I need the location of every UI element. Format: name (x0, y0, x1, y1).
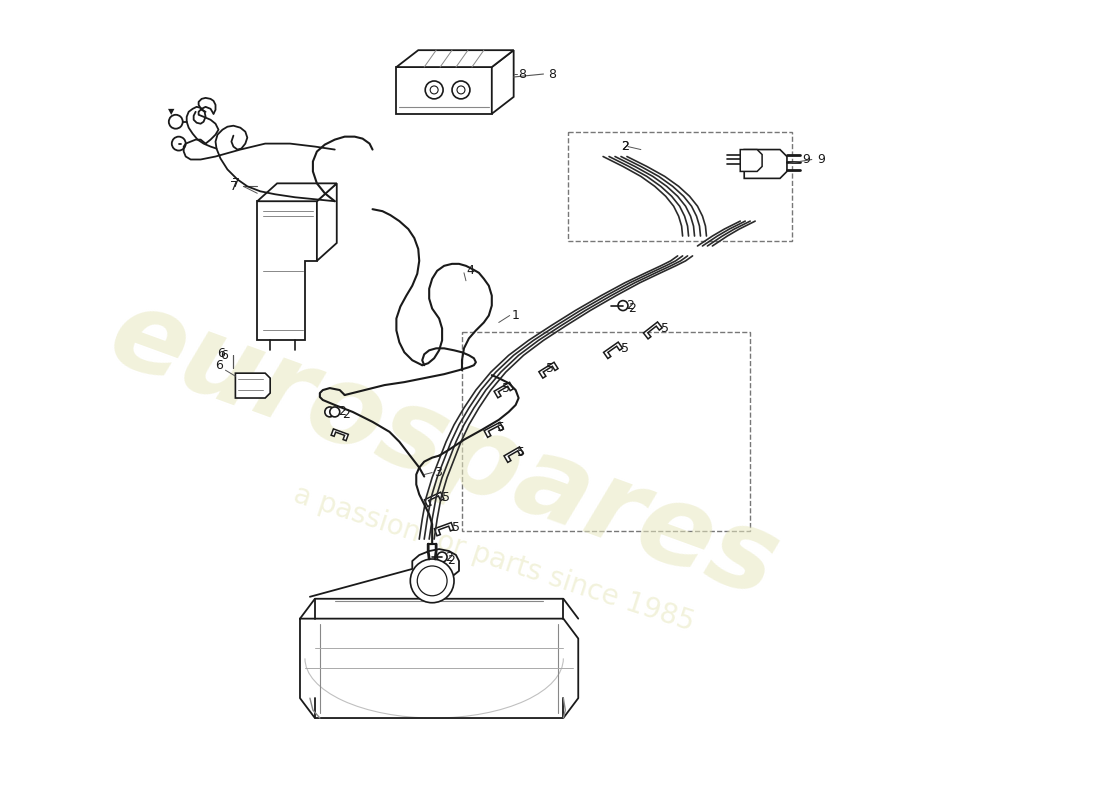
Bar (462, 333, 750, 531)
Circle shape (618, 301, 628, 310)
Polygon shape (745, 150, 786, 178)
Text: 6: 6 (221, 349, 229, 362)
Polygon shape (604, 342, 623, 358)
Circle shape (410, 559, 454, 602)
Circle shape (324, 407, 334, 417)
Text: 2: 2 (626, 299, 634, 312)
Text: ▼: ▼ (168, 107, 174, 116)
Polygon shape (425, 492, 443, 506)
Polygon shape (644, 322, 662, 339)
Polygon shape (539, 362, 558, 378)
Text: 5: 5 (442, 491, 450, 504)
Text: 8: 8 (518, 67, 527, 81)
Text: 5: 5 (621, 342, 629, 355)
Polygon shape (396, 50, 514, 67)
Text: 7: 7 (232, 177, 241, 190)
Text: 2: 2 (342, 409, 350, 422)
Text: 1: 1 (512, 309, 519, 322)
Text: 5: 5 (547, 362, 554, 374)
Text: a passion for parts since 1985: a passion for parts since 1985 (290, 481, 697, 637)
Circle shape (456, 86, 465, 94)
Polygon shape (492, 50, 514, 114)
Text: 6: 6 (218, 346, 226, 360)
Text: 5: 5 (497, 422, 505, 434)
Text: 9: 9 (817, 153, 825, 166)
Text: 2: 2 (628, 302, 636, 315)
Text: 2: 2 (446, 550, 453, 563)
Text: 6: 6 (216, 358, 223, 372)
Text: 2: 2 (621, 140, 629, 153)
Text: 5: 5 (452, 521, 460, 534)
Text: 9: 9 (802, 153, 810, 166)
Text: 4: 4 (466, 264, 474, 278)
Text: 5: 5 (502, 382, 509, 394)
Circle shape (330, 407, 340, 417)
Circle shape (430, 86, 438, 94)
Text: 2: 2 (447, 554, 455, 567)
Polygon shape (504, 447, 524, 462)
Circle shape (452, 81, 470, 99)
Bar (569, 132, 792, 241)
Text: 7: 7 (230, 180, 239, 193)
Text: 2: 2 (621, 140, 629, 153)
Circle shape (437, 552, 447, 562)
Circle shape (417, 566, 447, 596)
Polygon shape (331, 429, 349, 441)
Text: 8: 8 (549, 67, 557, 81)
Circle shape (426, 81, 443, 99)
Circle shape (172, 137, 186, 150)
Text: 5: 5 (517, 446, 525, 459)
Polygon shape (396, 67, 492, 114)
Polygon shape (740, 150, 762, 171)
Polygon shape (484, 422, 504, 438)
Text: eurospares: eurospares (96, 279, 792, 620)
Text: 2: 2 (338, 406, 345, 418)
Polygon shape (235, 373, 271, 398)
Polygon shape (257, 202, 317, 340)
Polygon shape (494, 382, 514, 398)
Circle shape (168, 114, 183, 129)
Polygon shape (257, 183, 337, 202)
Polygon shape (434, 522, 454, 536)
Polygon shape (317, 183, 337, 261)
Text: 5: 5 (661, 322, 669, 335)
Text: 3: 3 (434, 466, 442, 479)
